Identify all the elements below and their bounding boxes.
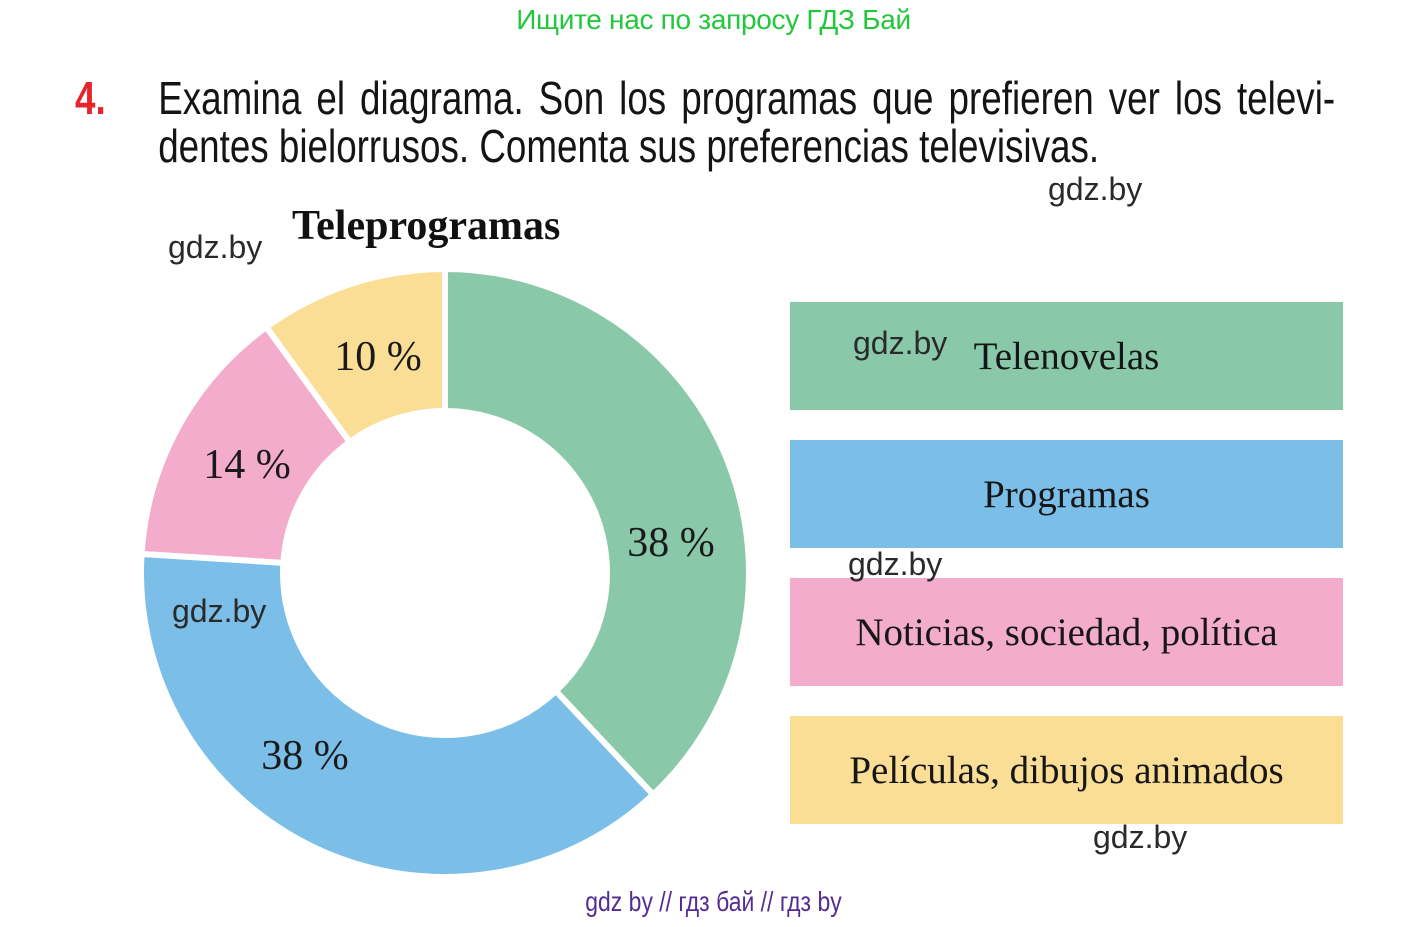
gdz-watermark: gdz.by [853, 325, 948, 361]
segment-value-label: 38 % [627, 520, 715, 566]
legend-label: Telenovelas [973, 334, 1160, 378]
legend-label: Programas [983, 472, 1150, 516]
exercise-number: 4. [75, 72, 106, 124]
segment-value-label: 10 % [334, 334, 422, 380]
donut-segment-3 [138, 322, 354, 567]
legend-item-2: Programas [790, 440, 1343, 548]
gdz-watermark: gdz.by [1093, 819, 1188, 855]
promo-banner: Ищите нас по запросу ГДЗ Бай [516, 4, 911, 35]
legend-item-1: Telenovelas [790, 302, 1343, 410]
gdz-watermark: gdz.by [168, 229, 263, 265]
gdz-watermark: gdz.by [172, 593, 267, 629]
exercise-text-line-1: Examina el diagrama. Son los programas q… [158, 72, 1336, 124]
exercise-4: 4. Examina el diagrama. Son los programa… [75, 74, 1427, 170]
legend-item-3: Noticias, sociedad, política [790, 578, 1343, 686]
legend-label: Películas, dibujos animados [849, 748, 1284, 792]
segment-value-label: 38 % [261, 733, 349, 779]
exercise-text-line-2: dentes bielorrusos. Comenta sus preferen… [158, 120, 1100, 172]
chart-title: Teleprogramas [292, 203, 561, 249]
segment-value-label: 14 % [203, 442, 291, 488]
gdz-watermark: gdz.by [1048, 171, 1143, 207]
legend: Telenovelas Programas Noticias, sociedad, … [790, 302, 1343, 824]
exercise-text: Examina el diagrama. Son los programas q… [158, 74, 1427, 170]
gdz-watermark: gdz.by [848, 546, 943, 582]
legend-item-4: Películas, dibujos animados [790, 716, 1343, 824]
donut-segment-4 [262, 265, 448, 447]
footer-watermark: gdz by // гдз бай // гдз by [585, 886, 842, 917]
legend-label: Noticias, sociedad, política [855, 610, 1278, 654]
donut-segment-2 [138, 550, 658, 880]
donut-segment-1 [442, 265, 752, 799]
